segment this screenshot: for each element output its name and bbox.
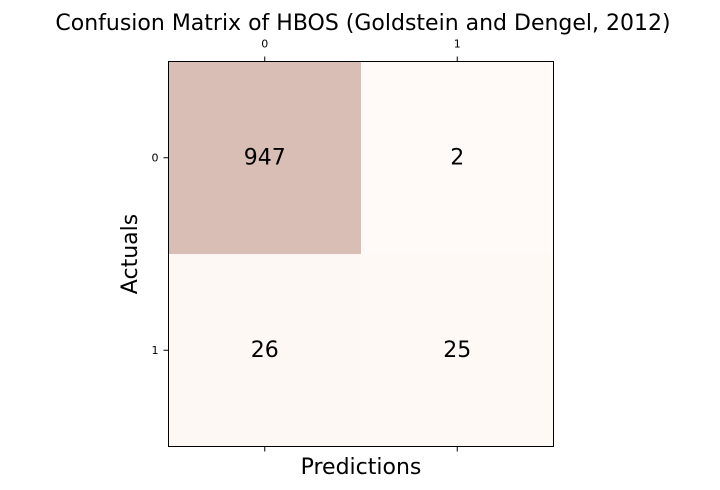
y-tick-label-0: 0 — [152, 151, 159, 164]
chart-title: Confusion Matrix of HBOS (Goldstein and … — [55, 11, 670, 36]
x-tick-label-0: 0 — [261, 38, 268, 51]
plot-frame — [168, 61, 554, 447]
y-axis-label: Actuals — [118, 214, 143, 294]
matrix-cell-value-1-1: 25 — [443, 338, 471, 363]
y-tick-label-1: 1 — [152, 344, 159, 357]
matrix-cell-value-0-0: 947 — [244, 145, 286, 170]
matrix-cell-1-0 — [168, 254, 361, 447]
matrix-cell-value-1-0: 26 — [251, 338, 279, 363]
x-axis-label: Predictions — [301, 455, 422, 480]
matrix-cell-0-0 — [168, 61, 361, 254]
matrix-cell-0-1 — [361, 61, 554, 254]
matrix-cell-value-0-1: 2 — [450, 145, 464, 170]
matrix-cell-1-1 — [361, 254, 554, 447]
x-tick-label-1: 1 — [454, 38, 461, 51]
